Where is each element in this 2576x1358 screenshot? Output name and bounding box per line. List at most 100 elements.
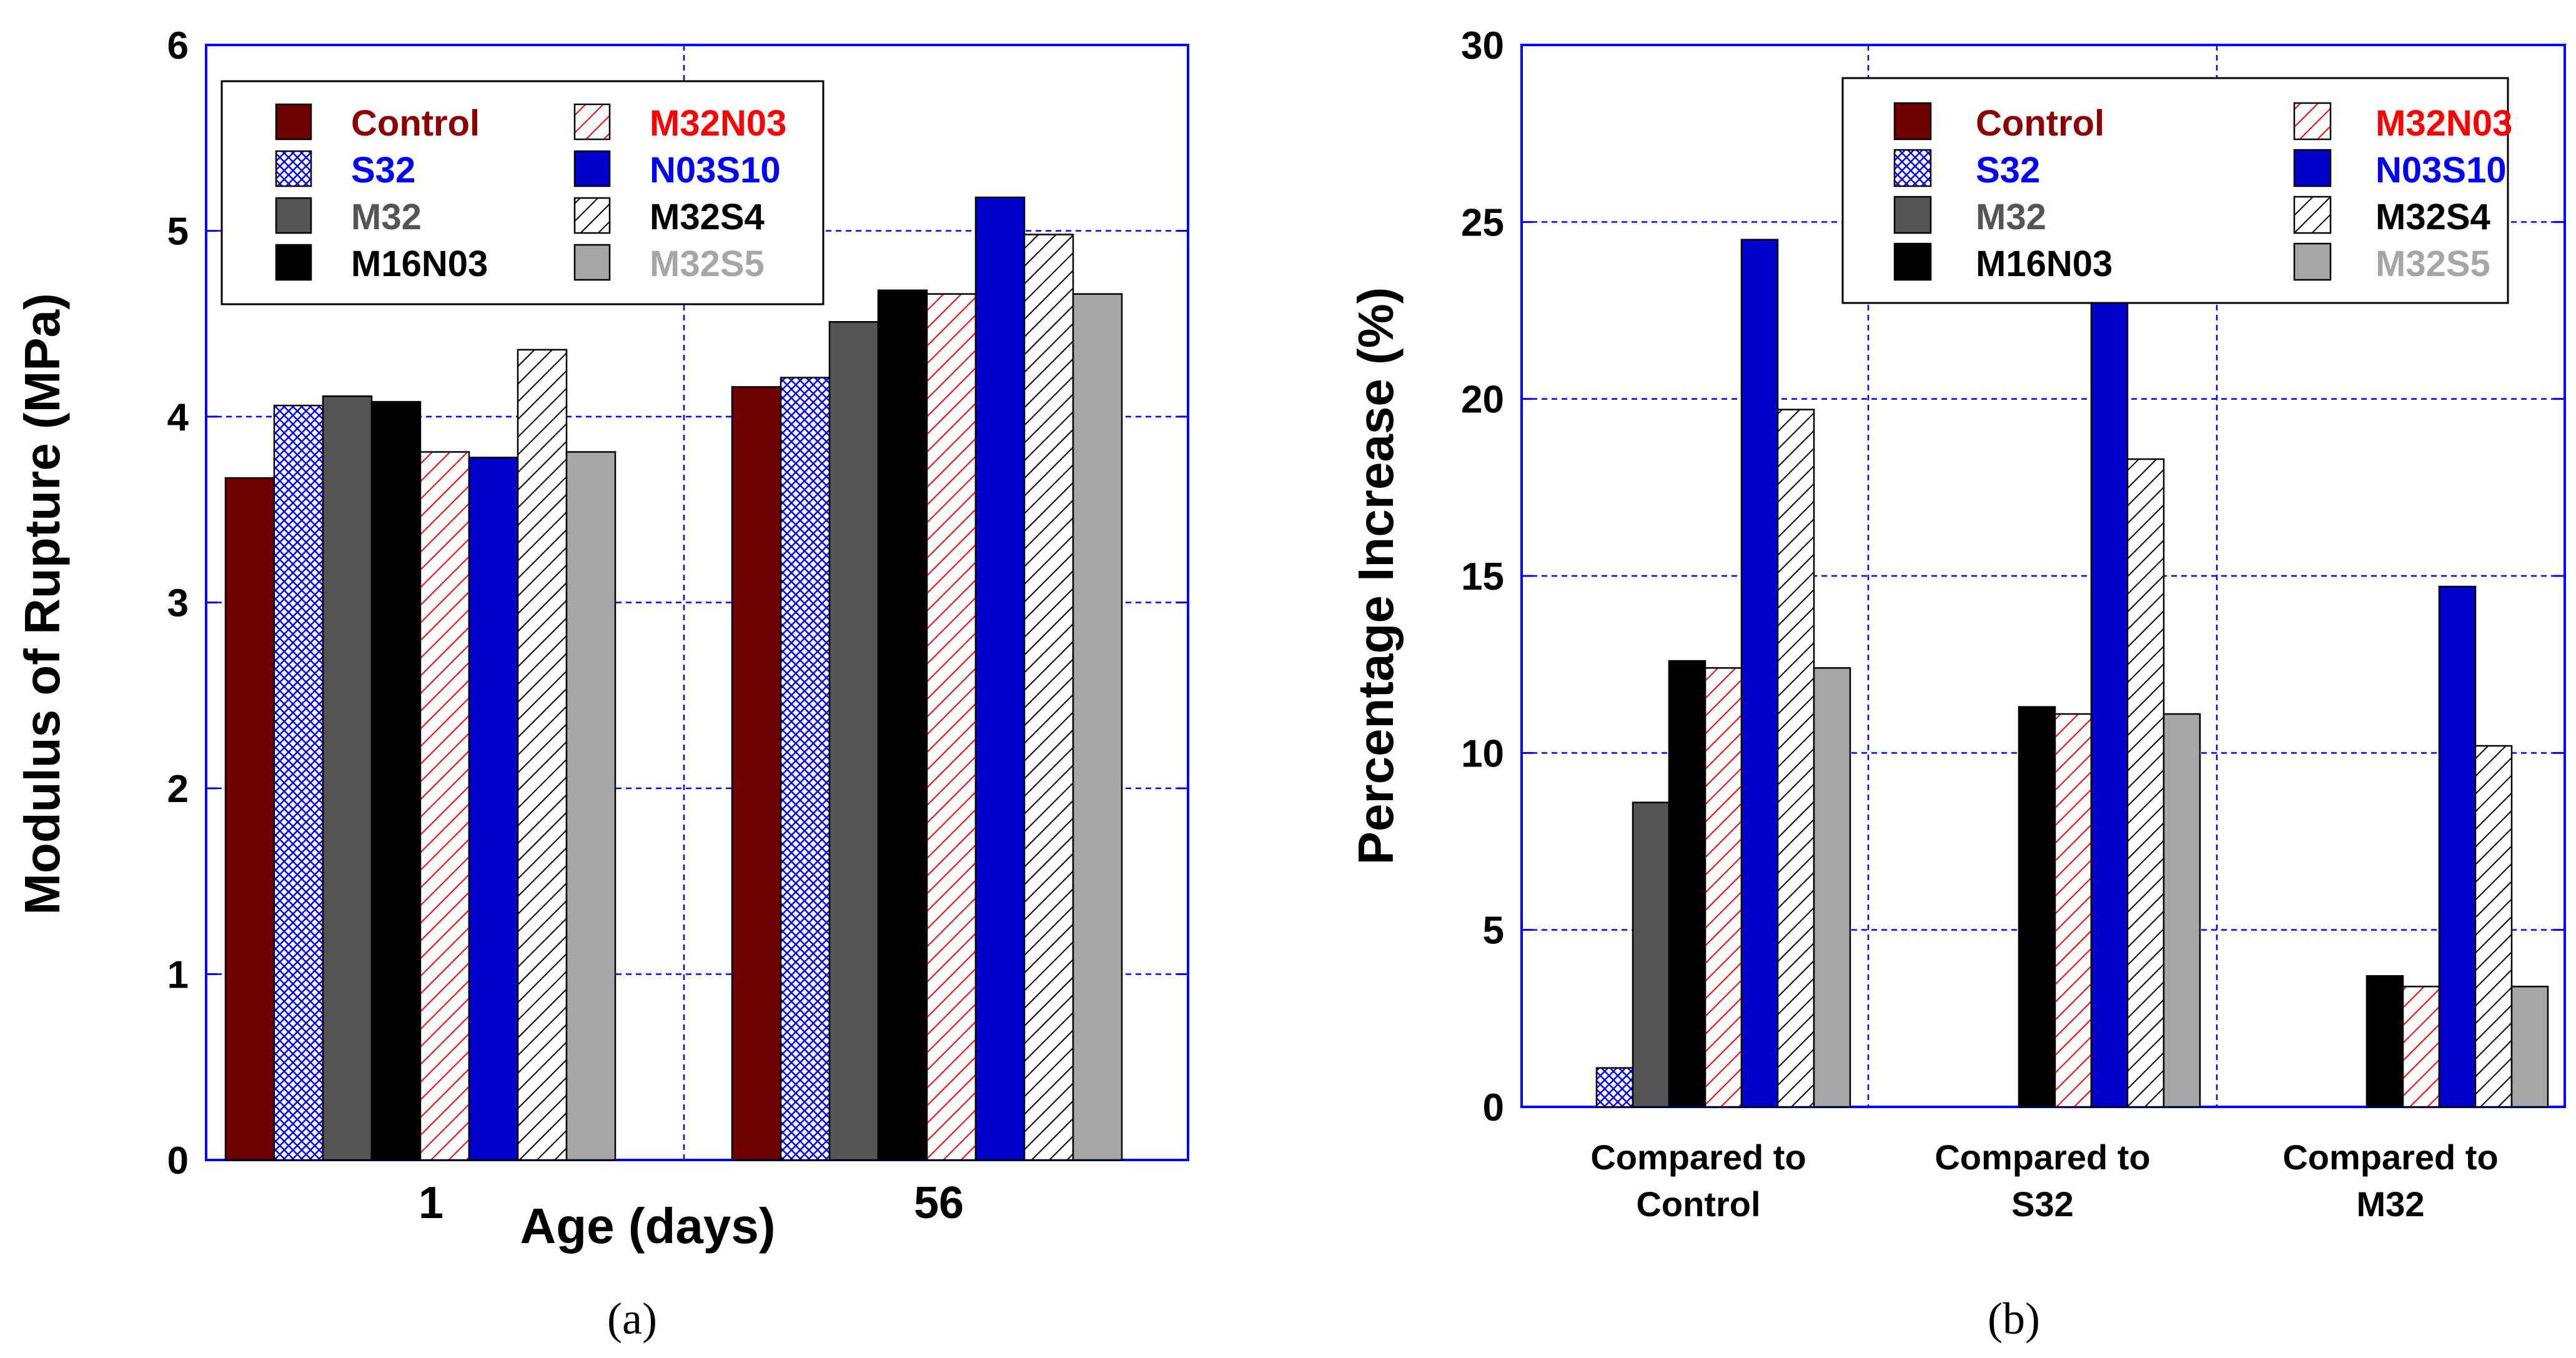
bar-m32n03-1 [419,451,470,1161]
legend-swatch-m32s4 [573,197,611,234]
legend-swatch-s32 [275,150,312,187]
panel-a-x-ticks: 1 56 [419,1178,964,1228]
bar-m16n03-compared-to-m32 [2365,975,2404,1108]
x-tick-label: 56 [914,1178,964,1228]
legend-label-control: Control [1976,103,2104,144]
y-tick-label: 0 [1483,1086,1504,1129]
y-tick-label: 25 [1461,201,1504,244]
x-tick-label: M32 [2357,1184,2425,1224]
legend-swatch-n03s10 [2293,149,2332,187]
bar-m32n03-compared-to-control [1704,667,1743,1108]
legend-label-s32: S32 [1976,150,2040,191]
legend-label-control: Control [351,103,480,144]
legend-swatch-m32s5 [573,244,611,281]
x-tick-label: Compared to [1934,1137,2150,1177]
legend-label-m16n03: M16N03 [1976,244,2113,284]
bar-m32s4-1 [517,349,568,1161]
panel-b-caption: (b) [1988,1294,2040,1344]
bar-n03s10-56 [974,196,1026,1161]
panel-a-legend: Control S32 M32 M16N03 M32N03 N03S10 M32S4 M32S… [220,80,825,305]
y-tick-label: 20 [1461,379,1504,422]
bar-n03s10-compared-to-control [1740,239,1779,1108]
bar-m32n03-56 [926,293,977,1161]
panel-b-x-ticks: Compared to Control Compared to S32 Compared… [1590,1137,2498,1224]
y-tick-label: 0 [167,1139,189,1182]
bar-m32n03-compared-to-s32 [2054,713,2093,1108]
legend-swatch-m16n03 [1893,242,1932,281]
bar-m32s5-56 [1072,293,1123,1161]
y-tick-label: 5 [1483,909,1504,953]
legend-label-m32s5: M32S5 [650,244,765,284]
panel-a-y-axis-title: Modulus of Rupture (MPa) [14,293,70,914]
legend-label-m32: M32 [1976,197,2046,237]
panel-b-y-ticks: 0 5 10 15 20 25 30 [1461,24,2565,1129]
bar-m32s4-56 [1023,234,1074,1161]
legend-label-n03s10: N03S10 [650,150,781,191]
bar-m32s5-compared-to-m32 [2510,986,2549,1108]
legend-swatch-m32n03 [2293,102,2332,141]
x-tick-label: Compared to [2282,1137,2498,1177]
bar-control-1 [224,477,275,1161]
bar-m32-compared-to-control [1632,801,1670,1108]
bar-s32-1 [273,404,324,1161]
bar-m16n03-56 [877,289,928,1161]
panel-b-legend: Control S32 M32 M16N03 M32N03 N03S10 M32S4 M32S… [1841,77,2512,304]
y-tick-label: 4 [167,396,189,439]
panel-a-x-axis-title: Age (days) [520,1198,776,1254]
bar-s32-compared-to-control [1595,1067,1634,1108]
legend-swatch-control [1893,102,1932,141]
bar-m32s5-1 [565,451,617,1161]
y-tick-label: 2 [167,768,189,811]
legend-swatch-m32 [275,197,312,234]
legend-label-s32: S32 [351,150,415,191]
panel-b-legend-box [1841,77,2509,304]
bar-m32s4-compared-to-m32 [2474,745,2513,1108]
y-tick-label: 1 [167,954,189,997]
bar-m16n03-compared-to-control [1668,660,1707,1108]
panel-b-bars [1595,239,2549,1108]
x-tick-label: Control [1636,1184,1760,1224]
bar-control-56 [731,386,782,1161]
panel-b-y-axis-title: Percentage Increase (%) [1348,287,1404,865]
x-tick-label: S32 [2011,1184,2074,1224]
panel-a-legend-box [220,80,825,305]
legend-swatch-m32n03 [573,103,611,141]
legend-swatch-m32s5 [2293,242,2332,281]
x-tick-label: 1 [419,1178,443,1228]
legend-label-n03s10: N03S10 [2375,150,2507,191]
panel-a-bars [224,196,1123,1161]
legend-label-m32s5: M32S5 [2375,244,2490,284]
x-tick-label: Compared to [1590,1137,1806,1177]
y-tick-label: 3 [167,582,189,625]
y-tick-label: 10 [1461,732,1504,775]
legend-label-m32: M32 [351,197,422,237]
y-tick-label: 6 [167,24,189,67]
panel-a-y-ticks: 0 1 2 3 4 5 6 [167,24,1188,1182]
legend-label-m32s4: M32S4 [2375,197,2490,237]
legend-swatch-m32s4 [2293,196,2332,234]
legend-swatch-s32 [1893,149,1932,187]
y-tick-label: 15 [1461,555,1504,598]
panel-a-caption: (a) [607,1294,657,1344]
bar-m32s5-compared-to-control [1813,667,1851,1108]
bar-n03s10-compared-to-m32 [2438,585,2477,1108]
legend-label-m32s4: M32S4 [650,197,765,237]
bar-s32-56 [780,377,831,1161]
legend-label-m16n03: M16N03 [351,244,488,284]
bar-m32s5-compared-to-s32 [2162,713,2201,1108]
legend-swatch-n03s10 [573,150,611,187]
legend-swatch-m16n03 [275,244,312,281]
bar-m32s4-compared-to-s32 [2126,458,2165,1108]
bar-m32s4-compared-to-control [1776,409,1815,1108]
bar-m32n03-compared-to-m32 [2402,986,2440,1108]
bar-n03s10-1 [468,457,519,1161]
legend-label-m32n03: M32N03 [650,103,786,144]
legend-swatch-control [275,103,312,141]
y-tick-label: 5 [167,211,189,254]
legend-swatch-m32 [1893,196,1932,234]
y-tick-label: 30 [1461,24,1504,67]
bar-m16n03-1 [370,400,422,1161]
